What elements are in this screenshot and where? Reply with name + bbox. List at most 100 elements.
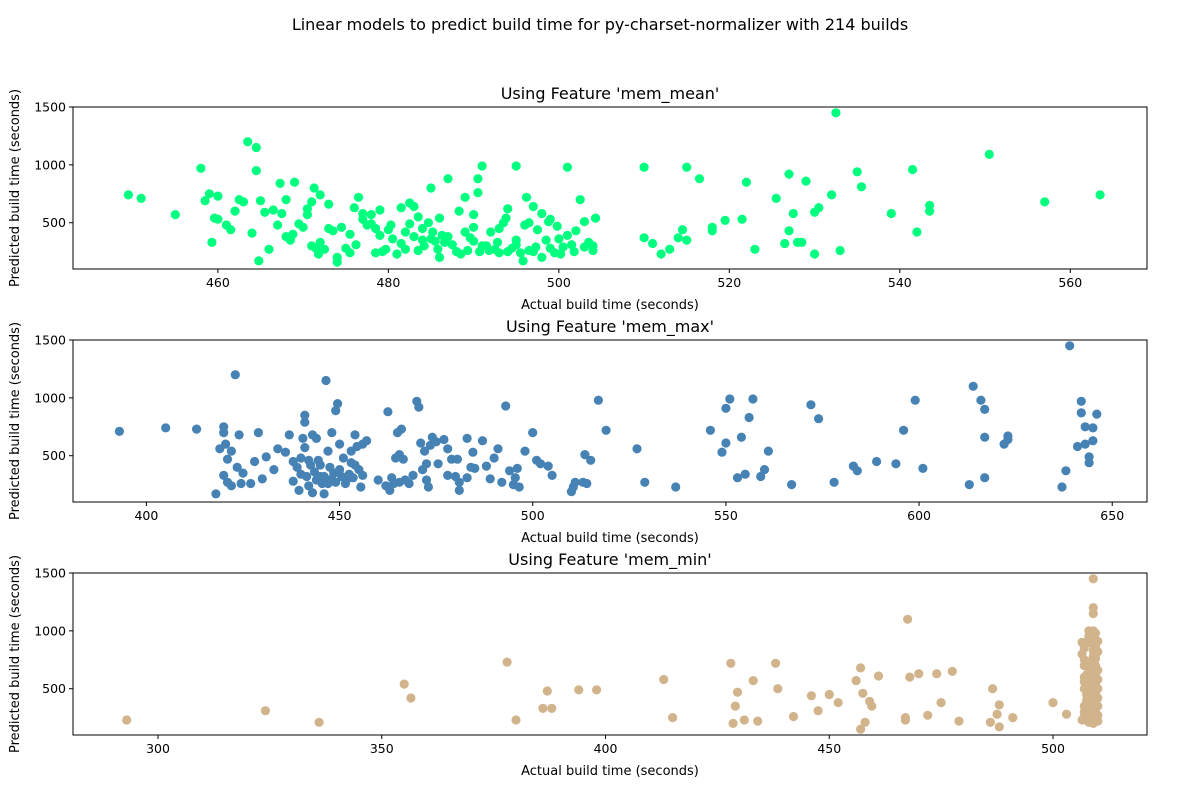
data-point <box>275 178 285 188</box>
data-point <box>831 108 841 118</box>
data-point <box>463 245 473 256</box>
data-point <box>736 432 747 442</box>
x-tick-label: 500 <box>1041 741 1065 756</box>
data-point <box>780 238 790 249</box>
data-point <box>238 468 248 478</box>
data-point <box>323 446 333 456</box>
figure-title: Linear models to predict build time for … <box>292 15 908 34</box>
data-point <box>721 438 731 448</box>
data-point <box>493 444 503 454</box>
data-point <box>1080 439 1090 449</box>
data-point <box>200 196 210 206</box>
data-point <box>408 470 418 480</box>
data-point <box>409 201 419 212</box>
data-point <box>535 459 546 469</box>
data-point <box>520 446 530 456</box>
data-point <box>1008 713 1018 723</box>
data-point <box>268 205 278 215</box>
data-point <box>443 232 453 242</box>
x-tick-label: 500 <box>547 275 571 290</box>
data-point <box>428 227 438 237</box>
data-point <box>994 722 1004 732</box>
data-point <box>473 188 483 198</box>
x-tick-label: 400 <box>134 508 158 523</box>
data-point <box>419 241 429 251</box>
data-point <box>260 706 270 716</box>
data-point <box>392 249 402 259</box>
data-point <box>332 257 342 267</box>
data-point <box>236 478 246 489</box>
data-point <box>443 470 453 480</box>
x-axis-label: Actual build time (seconds) <box>521 764 699 779</box>
y-tick-label: 500 <box>42 681 66 696</box>
data-point <box>1057 482 1067 492</box>
data-point <box>381 244 391 254</box>
data-point <box>985 717 996 727</box>
data-point <box>414 402 424 412</box>
data-point <box>421 459 432 469</box>
data-point <box>725 394 735 404</box>
data-point <box>547 470 557 480</box>
y-tick-label: 1000 <box>34 157 66 172</box>
subplot-title: Using Feature 'mem_max' <box>506 317 714 337</box>
data-point <box>328 226 338 236</box>
data-point <box>226 446 236 456</box>
data-point <box>947 666 957 677</box>
data-point <box>510 473 520 483</box>
data-point <box>431 437 441 447</box>
data-point <box>489 453 499 463</box>
data-point <box>923 710 933 720</box>
subplot-title: Using Feature 'mem_mean' <box>501 84 720 104</box>
data-point <box>537 252 547 262</box>
data-point <box>307 197 317 207</box>
data-point <box>306 460 316 470</box>
data-point <box>494 248 504 258</box>
data-point <box>1048 698 1058 708</box>
data-point <box>251 166 261 176</box>
data-point <box>753 716 763 726</box>
data-point <box>371 248 381 258</box>
data-point <box>554 234 564 244</box>
data-point <box>222 454 233 464</box>
data-point <box>345 248 355 258</box>
data-point <box>980 473 990 483</box>
data-point <box>501 213 511 223</box>
data-point <box>532 225 543 235</box>
data-point <box>454 206 464 216</box>
data-point <box>161 423 171 433</box>
data-point <box>280 447 291 457</box>
x-axis-label: Actual build time (seconds) <box>521 531 699 546</box>
data-point <box>1080 422 1090 432</box>
data-point <box>477 436 488 446</box>
data-point <box>748 676 758 686</box>
data-point <box>416 438 426 448</box>
data-point <box>123 190 133 200</box>
data-point <box>814 414 824 424</box>
data-point <box>856 663 866 673</box>
x-tick-label: 500 <box>521 508 545 523</box>
data-point <box>311 433 321 443</box>
data-point <box>345 229 355 239</box>
data-point <box>338 453 348 463</box>
x-tick-label: 600 <box>907 508 931 523</box>
data-point <box>396 424 406 434</box>
data-point <box>571 226 581 236</box>
data-point <box>872 456 882 467</box>
data-point <box>400 227 410 237</box>
data-point <box>976 395 986 405</box>
data-point <box>294 485 304 495</box>
data-point <box>319 471 329 482</box>
data-point <box>856 182 867 192</box>
data-point <box>574 685 584 695</box>
x-tick-label: 350 <box>370 741 394 756</box>
data-point <box>296 453 306 463</box>
data-point <box>331 406 341 416</box>
data-point <box>404 478 414 489</box>
data-point <box>497 477 507 487</box>
data-point <box>728 718 738 729</box>
data-point <box>980 404 990 414</box>
data-point <box>562 162 573 172</box>
data-point <box>545 214 555 224</box>
data-point <box>900 713 911 723</box>
data-point <box>671 482 681 492</box>
